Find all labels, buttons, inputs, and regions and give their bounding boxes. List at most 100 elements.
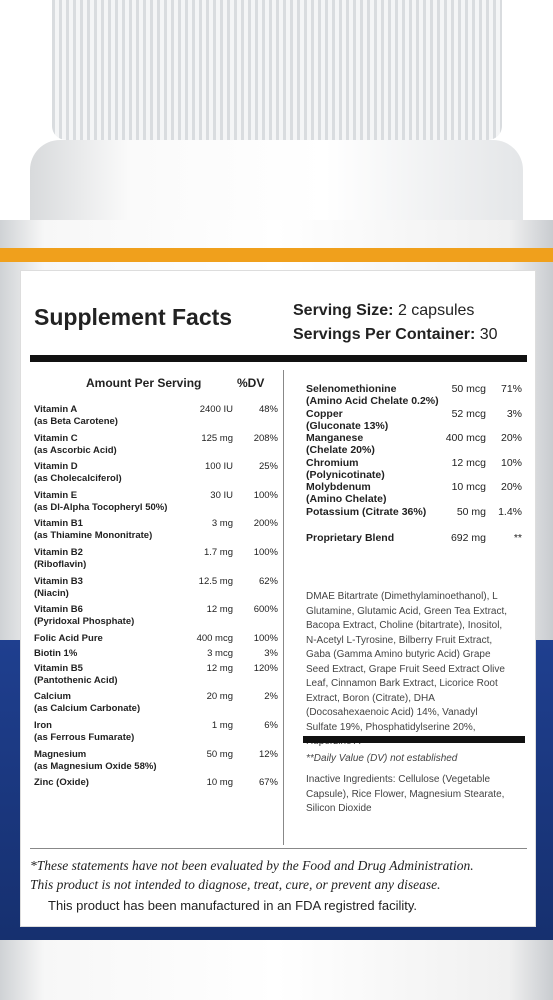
nutrient-source: (Polynicotinate): [306, 468, 385, 481]
nutrient-name: Selenomethionine: [306, 383, 397, 395]
servings-value: 30: [479, 326, 498, 343]
servings-label: Servings Per Container:: [293, 326, 476, 343]
dv-note: **Daily Value (DV) not established: [306, 753, 458, 764]
nutrient-row: Molybdenum (Amino Chelate) 10 mcg 20%: [306, 481, 522, 505]
amount: 50 mg: [456, 505, 486, 518]
daily-value: 6%: [264, 720, 278, 731]
nutrient-source: (Amino Chelate): [306, 493, 387, 505]
daily-value: 100%: [253, 489, 278, 501]
blend-ingredients: DMAE Bitartrate (Dimethylaminoethanol), …: [306, 591, 508, 747]
nutrient-row: Selenomethionine (Amino Acid Chelate 0.2%…: [306, 383, 522, 407]
nutrient-row: Folic Acid Pure 400 mcg 100%: [34, 633, 278, 645]
daily-value: 25%: [258, 461, 278, 473]
nutrient-row: Vitamin E (as Dl-Alpha Tocopheryl 50%) 30 …: [34, 490, 278, 514]
nutrient-row: Calcium (as Calcium Carbonate) 20 mg 2%: [34, 691, 278, 715]
nutrient-source: (as Thiamine Mononitrate): [34, 530, 153, 542]
daily-value: 3%: [264, 647, 278, 659]
nutrient-row: Vitamin A (as Beta Carotene) 2400 IU 48%: [34, 404, 278, 428]
nutrient-source: (as Ferrous Fumarate): [34, 732, 135, 743]
footer-rule: [30, 848, 527, 849]
nutrient-source: (as Dl-Alpha Tocopheryl 50%): [34, 501, 168, 513]
rule: [30, 355, 527, 362]
amount: 125 mg: [201, 432, 233, 444]
amount: 1.7 mg: [203, 547, 233, 558]
daily-value: 200%: [253, 518, 278, 530]
divider: [283, 370, 284, 845]
nutrient-name: Potassium (Citrate 36%): [306, 505, 427, 518]
nutrient-name: Magnesium: [34, 748, 87, 760]
nutrient-row: Manganese (Chelate 20%) 400 mcg 20%: [306, 432, 522, 456]
nutrient-row: Copper (Gluconate 13%) 52 mcg 3%: [306, 408, 522, 432]
serving-size-label: Serving Size:: [293, 302, 394, 319]
nutrient-row: Vitamin C (as Ascorbic Acid) 125 mg 208%: [34, 433, 278, 457]
nutrient-name: Vitamin B6: [34, 604, 83, 616]
nutrient-row: Chromium (Polynicotinate) 12 mcg 10%: [306, 457, 522, 481]
nutrient-row: Vitamin B3 (Niacin) 12.5 mg 62%: [34, 576, 278, 600]
daily-value: 3%: [506, 407, 522, 420]
nutrient-source: (as Calcium Carbonate): [34, 703, 141, 715]
nutrient-row: Vitamin B5 (Pantothenic Acid) 12 mg 120%: [34, 663, 278, 687]
nutrient-name: Vitamin C: [34, 432, 78, 444]
nutrient-name: Vitamin B3: [34, 575, 83, 587]
manufactured: This product has been manufactured in an…: [48, 898, 418, 913]
amount: 692 mg: [450, 531, 486, 544]
nutrient-source: (Chelate 20%): [306, 444, 375, 456]
nutrient-name: Copper: [306, 407, 343, 420]
daily-value: 20%: [500, 481, 522, 493]
amount: 12.5 mg: [198, 575, 233, 587]
nutrient-row: Vitamin B6 (Pyridoxal Phosphate) 12 mg 600%: [34, 604, 278, 628]
nutrient-row: Vitamin D (as Cholecalciferol) 100 IU 25%: [34, 461, 278, 485]
amount: 2400 IU: [199, 404, 233, 415]
rule: [303, 736, 525, 743]
nutrient-source: (Pyridoxal Phosphate): [34, 616, 135, 628]
nutrient-name: Manganese: [306, 432, 364, 444]
nutrient-name: Chromium: [306, 456, 359, 469]
serving-size: Serving Size: 2 capsules: [293, 302, 474, 320]
daily-value: 48%: [258, 404, 278, 415]
nutrient-name: Folic Acid Pure: [34, 632, 103, 644]
bottle-neck: [30, 140, 523, 230]
nutrient-source: (as Beta Carotene): [34, 416, 118, 427]
amount: 50 mg: [206, 748, 233, 760]
inactive: Inactive Ingredients: Cellulose (Vegetab…: [306, 774, 505, 814]
nutrient-name: Vitamin A: [34, 404, 78, 415]
nutrient-row: Biotin 1% 3 mcg 3%: [34, 648, 278, 660]
nutrient-source: (as Magnesium Oxide 58%): [34, 760, 157, 772]
amount: 400 mcg: [196, 632, 233, 644]
disclaimer: This product is not intended to diagnose…: [30, 877, 441, 892]
amount: 400 mcg: [445, 432, 486, 444]
daily-value: 1.4%: [498, 505, 522, 518]
amount: 3 mcg: [207, 647, 233, 659]
nutrient-row: Vitamin B1 (as Thiamine Mononitrate) 3 mg 2…: [34, 518, 278, 542]
daily-value: 600%: [253, 604, 278, 616]
daily-value: 67%: [258, 777, 278, 789]
amount: 3 mg: [211, 518, 233, 530]
daily-value: 120%: [253, 662, 278, 674]
daily-value: 12%: [258, 748, 278, 760]
label: [20, 270, 536, 927]
nutrient-row: Iron (as Ferrous Fumarate) 1 mg 6%: [34, 720, 278, 744]
daily-value: 100%: [253, 547, 278, 558]
daily-value: 62%: [258, 575, 278, 587]
nutrient-source: (as Cholecalciferol): [34, 473, 122, 485]
nutrient-source: (Niacin): [34, 587, 69, 599]
cap: [52, 0, 502, 140]
orange-stripe: [0, 248, 553, 262]
amount: 50 mcg: [451, 383, 486, 395]
nutrient-name: Calcium: [34, 691, 71, 703]
amount: 10 mg: [206, 777, 233, 789]
nutrient-row: Zinc (Oxide) 10 mg 67%: [34, 777, 278, 789]
nutrient-source: (Riboflavin): [34, 559, 87, 570]
daily-value: 71%: [500, 383, 522, 395]
serving-size-value: 2 capsules: [397, 302, 475, 319]
disclaimer: *These statements have not been evaluate…: [30, 858, 474, 873]
nutrient-row: Magnesium (as Magnesium Oxide 58%) 50 mg 12…: [34, 749, 278, 773]
nutrient-row: Potassium (Citrate 36%) 50 mg 1.4%: [306, 506, 522, 518]
daily-value: 2%: [264, 691, 278, 703]
amount: 30 IU: [210, 489, 233, 501]
nutrient-name: Vitamin B5: [34, 662, 83, 674]
amount: 12 mg: [206, 604, 233, 616]
amount: 1 mg: [211, 720, 233, 731]
title: Supplement Facts: [34, 304, 233, 330]
